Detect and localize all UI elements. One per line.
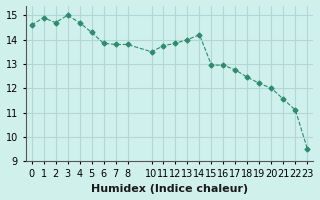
X-axis label: Humidex (Indice chaleur): Humidex (Indice chaleur) [91,184,248,194]
